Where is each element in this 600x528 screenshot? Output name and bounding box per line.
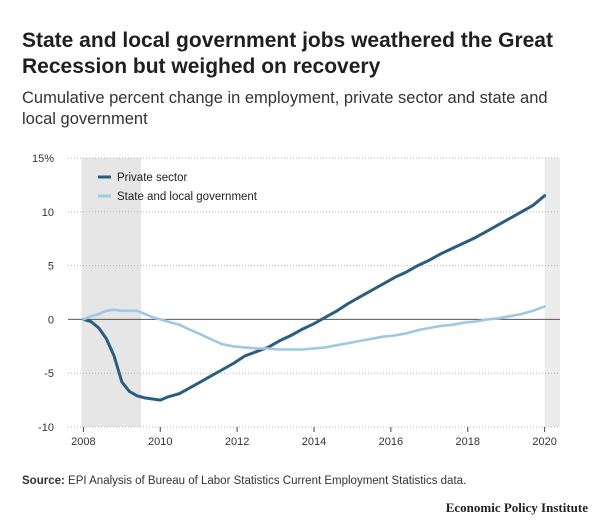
x-tick-label: 2018 bbox=[456, 436, 480, 448]
y-tick-label: -5 bbox=[44, 368, 54, 380]
x-tick-label: 2012 bbox=[225, 436, 249, 448]
legend-label: State and local government bbox=[117, 191, 258, 203]
recession-shading bbox=[81, 158, 142, 427]
y-tick-label: -10 bbox=[38, 422, 54, 434]
x-tick-label: 2020 bbox=[532, 436, 556, 448]
source-note: Source: EPI Analysis of Bureau of Labor … bbox=[22, 475, 582, 487]
y-tick-label: 15% bbox=[32, 153, 54, 165]
x-tick-label: 2010 bbox=[148, 436, 172, 448]
chart-subtitle: Cumulative percent change in employment,… bbox=[22, 89, 548, 128]
legend-label: Private sector bbox=[117, 172, 187, 184]
brand-logo: Economic Policy Institute bbox=[445, 500, 588, 515]
y-tick-label: 10 bbox=[42, 207, 54, 219]
x-tick-label: 2008 bbox=[71, 436, 95, 448]
source-text: EPI Analysis of Bureau of Labor Statisti… bbox=[68, 475, 467, 487]
series-line-private-sector bbox=[81, 194, 547, 402]
series-line-state-local-government bbox=[82, 305, 546, 351]
recent-period-shading bbox=[544, 158, 560, 427]
chart-title: State and local government jobs weathere… bbox=[22, 29, 553, 78]
y-tick-label: 5 bbox=[48, 261, 54, 273]
x-tick-label: 2014 bbox=[302, 436, 326, 448]
y-tick-label: 0 bbox=[48, 314, 54, 326]
line-chart: -10 -5 0 5 10 15% 2008 2010 2012 2014 2016 2018 2020… bbox=[32, 153, 560, 448]
x-tick-label: 2016 bbox=[379, 436, 403, 448]
source-label: Source: bbox=[22, 475, 65, 487]
